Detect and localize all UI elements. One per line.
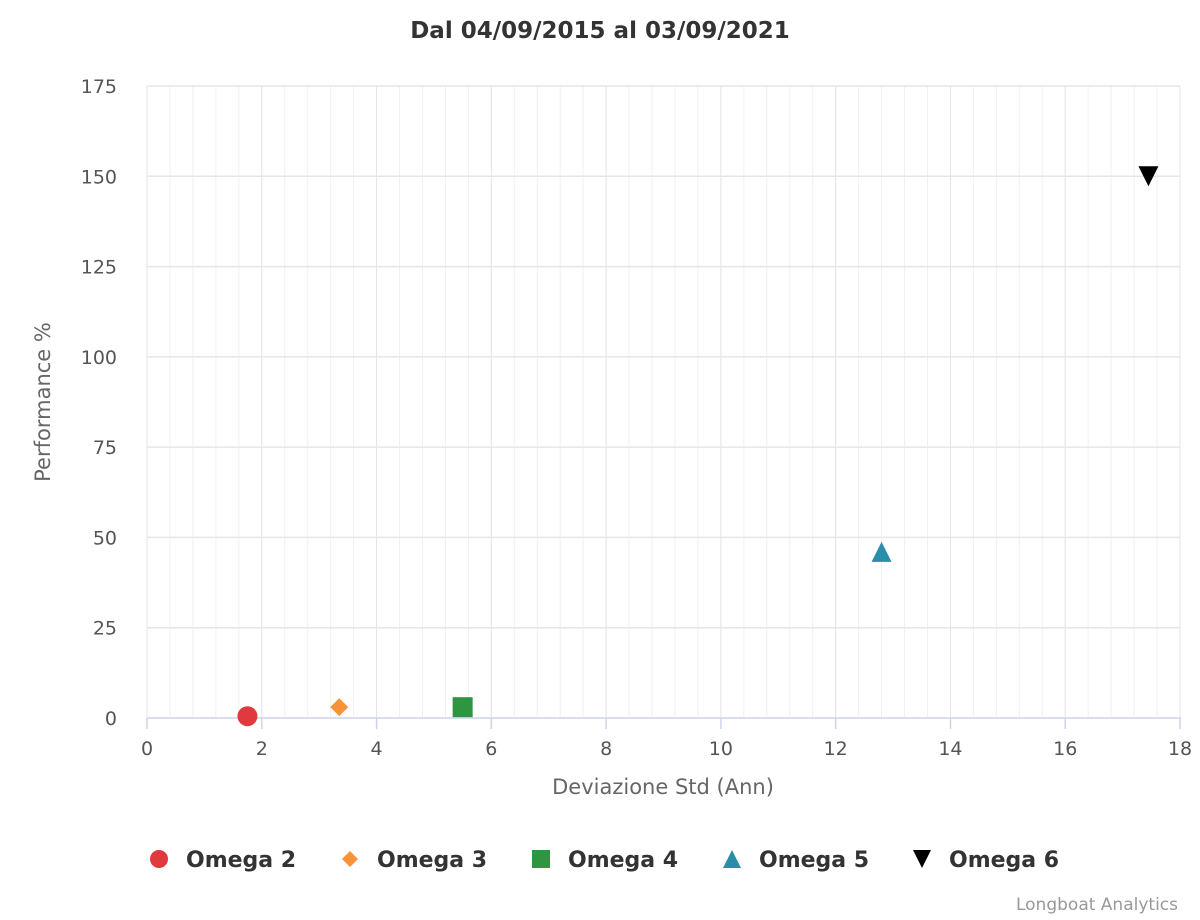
x-tick-label: 4 [371,738,383,760]
legend-item[interactable]: Omega 5 [723,848,869,873]
legend-item[interactable]: Omega 2 [150,848,296,873]
data-point[interactable] [871,541,892,562]
y-tick-label: 75 [93,437,117,459]
legend-symbol[interactable] [723,850,741,868]
legend-item[interactable]: Omega 4 [532,848,678,873]
legend-label: Omega 6 [949,848,1059,873]
x-axis-title: Deviazione Std (Ann) [552,775,774,799]
legend-symbol[interactable] [342,851,358,867]
x-tick-label: 8 [600,738,612,760]
legend: Omega 2 Omega 3 Omega 4 Omega 5 Omega 6 [150,848,1059,873]
y-tick-label: 100 [81,347,117,369]
x-tick-label: 6 [485,738,497,760]
x-tick-label: 2 [256,738,268,760]
x-tick-label: 12 [824,738,848,760]
data-point[interactable] [237,706,258,727]
legend-label: Omega 3 [377,848,487,873]
y-tick-label: 25 [93,618,117,640]
y-tick-label: 50 [93,527,117,549]
x-tick-label: 14 [938,738,962,760]
axes: 0 25 50 75 100 125 150 175 0 2 4 6 8 10 12 14 16 18 [81,76,1192,760]
x-tick-label: 18 [1168,738,1192,760]
y-tick-label: 0 [105,708,117,730]
legend-symbol[interactable] [532,850,550,868]
x-tick-label: 10 [709,738,733,760]
y-tick-label: 175 [81,76,117,98]
data-point[interactable] [452,697,473,718]
legend-item[interactable]: Omega 3 [342,848,487,873]
x-tick-label: 0 [141,738,153,760]
y-tick-label: 150 [81,166,117,188]
legend-label: Omega 4 [568,848,678,873]
y-tick-label: 125 [81,257,117,279]
data-point[interactable] [330,698,349,717]
legend-symbol[interactable] [913,850,931,868]
legend-symbol[interactable] [150,850,168,868]
data-point[interactable] [1138,166,1159,187]
legend-item[interactable]: Omega 6 [913,848,1059,873]
credits-label[interactable]: Longboat Analytics [1016,895,1178,915]
legend-label: Omega 5 [759,848,869,873]
data-points [237,166,1159,727]
legend-label: Omega 2 [186,848,296,873]
grid [146,85,1181,718]
chart-title: Dal 04/09/2015 al 03/09/2021 [410,18,790,44]
x-tick-label: 16 [1053,738,1077,760]
y-axis-title: Performance % [31,322,55,482]
